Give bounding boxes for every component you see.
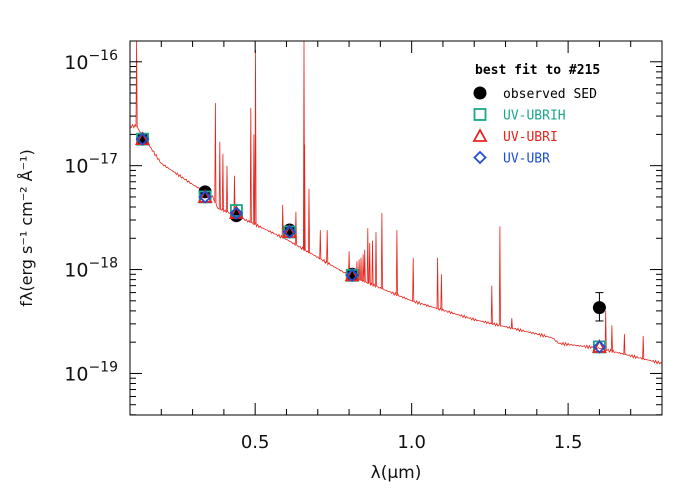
legend-marker-square <box>473 108 487 121</box>
x-tick-label: 1.0 <box>397 432 426 453</box>
observed-point <box>592 301 606 315</box>
axis-ticks: 0.5 1.0 1.5 10−16 10−17 10−18 10−19 <box>64 41 662 453</box>
y-tick-label: 10−17 <box>64 152 118 178</box>
model-point-diamond <box>135 132 150 146</box>
y-tick-label: 10−19 <box>64 359 118 385</box>
y-tick-label: 10−16 <box>64 48 118 74</box>
y-tick-label: 10−18 <box>64 256 118 282</box>
legend-marker-circle <box>473 86 487 100</box>
legend-items: observed SED UV-UBRIH UV-UBRI UV-UBR <box>472 86 597 167</box>
legend-label: UV-UBR <box>503 152 550 167</box>
legend-title: best fit to #215 <box>475 63 600 78</box>
model-point-diamond <box>198 190 212 204</box>
model-point-square <box>229 204 243 217</box>
legend-label: UV-UBRI <box>503 130 558 145</box>
legend: best fit to #215 observed SED UV-UBRIH UV-… <box>472 63 600 167</box>
legend-label: observed SED <box>503 87 597 102</box>
model-point-diamond <box>592 340 607 354</box>
x-axis-label: λ(μm) <box>371 463 422 483</box>
x-tick-label: 1.5 <box>554 432 583 453</box>
model-point-diamond <box>282 225 297 239</box>
y-axis-label: fλ(erg s⁻¹ cm⁻² Å⁻¹) <box>17 149 36 306</box>
model-spectrum-line <box>129 40 663 365</box>
data-markers <box>135 131 607 354</box>
legend-marker-triangle <box>472 128 488 142</box>
model-spectrum <box>129 40 663 365</box>
model-point-diamond <box>345 268 359 283</box>
plot-frame <box>129 40 663 416</box>
x-tick-label: 0.5 <box>241 432 270 453</box>
legend-marker-diamond <box>473 150 487 165</box>
model-point-diamond <box>229 206 244 220</box>
legend-label: UV-UBRIH <box>503 109 566 124</box>
